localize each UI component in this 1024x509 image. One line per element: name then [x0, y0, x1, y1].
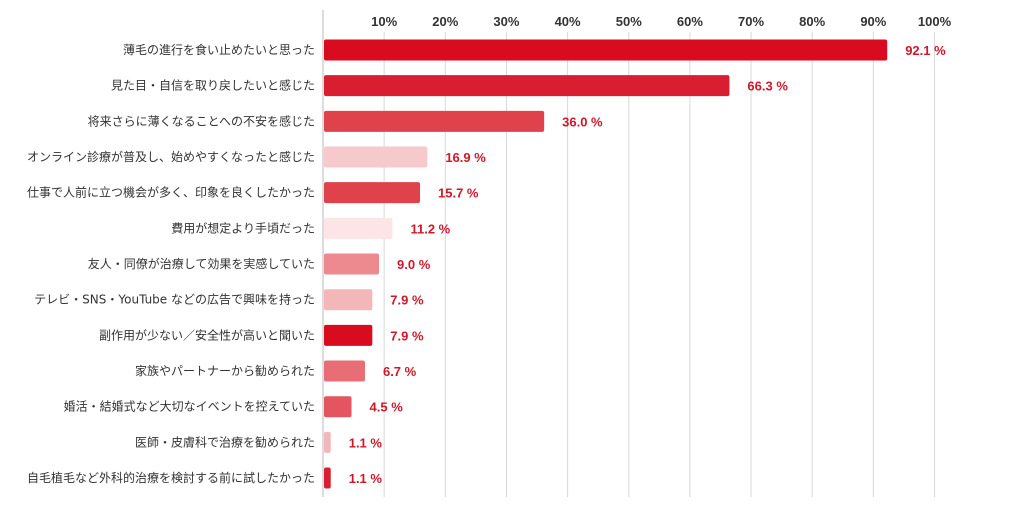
category-label: 医師・皮膚科で治療を勧められた — [135, 434, 315, 449]
x-axis-ticks: 10% 20% 30% 40% 50% 60% 70% 80% 90% 100% — [371, 14, 951, 29]
value-label: 4.5 % — [370, 400, 404, 415]
x-tick-label: 10% — [371, 14, 397, 29]
x-tick-label: 40% — [555, 14, 581, 29]
value-label: 7.9 % — [390, 328, 424, 343]
value-label: 16.9 % — [445, 150, 486, 165]
value-label: 1.1 % — [349, 471, 383, 486]
bar — [324, 289, 373, 311]
category-label: 婚活・結婚式など大切なイベントを控えていた — [64, 400, 315, 414]
value-label: 36.0 % — [562, 114, 603, 129]
bar — [324, 396, 352, 418]
category-label: 仕事で人前に立つ機会が多く、印象を良くしたかった — [27, 185, 315, 200]
bar — [324, 217, 393, 239]
x-tick-label: 20% — [432, 14, 458, 29]
category-label: 見た目・自信を取り戻したいと感じた — [111, 78, 315, 93]
bars — [324, 39, 888, 489]
category-label: 費用が想定より手頃だった — [171, 220, 315, 235]
category-label: 自毛植毛など外科的治療を検討する前に試したかった — [27, 470, 315, 485]
bar — [324, 110, 545, 132]
x-tick-label: 80% — [799, 14, 825, 29]
bar — [324, 324, 373, 346]
value-label: 6.7 % — [383, 364, 417, 379]
x-tick-label: 30% — [493, 14, 519, 29]
x-tick-label: 90% — [860, 14, 886, 29]
bar — [324, 182, 421, 204]
category-label: 友人・同僚が治療して効果を実感していた — [88, 256, 315, 271]
category-label: 薄毛の進行を食い止めたいと思った — [123, 42, 315, 57]
x-tick-label: 100% — [918, 14, 952, 29]
value-label: 1.1 % — [349, 435, 383, 450]
x-tick-label: 60% — [677, 14, 703, 29]
value-label: 92.1 % — [905, 43, 946, 58]
gridlines — [322, 10, 935, 497]
bar — [324, 146, 428, 168]
bar — [324, 431, 331, 453]
value-label: 66.3 % — [747, 79, 788, 94]
category-label: テレビ・SNS・YouTube などの広告で興味を持った — [34, 292, 315, 307]
bar — [324, 360, 365, 382]
x-tick-label: 50% — [616, 14, 642, 29]
category-labels: 薄毛の進行を食い止めたいと思った見た目・自信を取り戻したいと感じた将来さらに薄く… — [27, 42, 315, 485]
category-label: 将来さらに薄くなることへの不安を感じた — [88, 113, 315, 128]
value-label: 15.7 % — [438, 186, 479, 201]
bar — [324, 467, 331, 489]
value-label: 7.9 % — [390, 293, 424, 308]
bar — [324, 253, 380, 275]
bar — [324, 75, 730, 97]
value-labels: 92.1 % 66.3 % 36.0 % 16.9 % 15.7 % 11.2 % 9.0 … — [349, 43, 946, 486]
value-label: 11.2 % — [410, 221, 450, 236]
value-label: 9.0 % — [397, 257, 431, 272]
category-label: 家族やパートナーから勧められた — [135, 363, 315, 378]
category-label: オンライン診療が普及し、始めやすくなったと感じた — [27, 149, 315, 164]
x-tick-label: 70% — [738, 14, 764, 29]
category-label: 副作用が少ない／安全性が高いと聞いた — [99, 327, 315, 342]
bar — [324, 39, 888, 61]
